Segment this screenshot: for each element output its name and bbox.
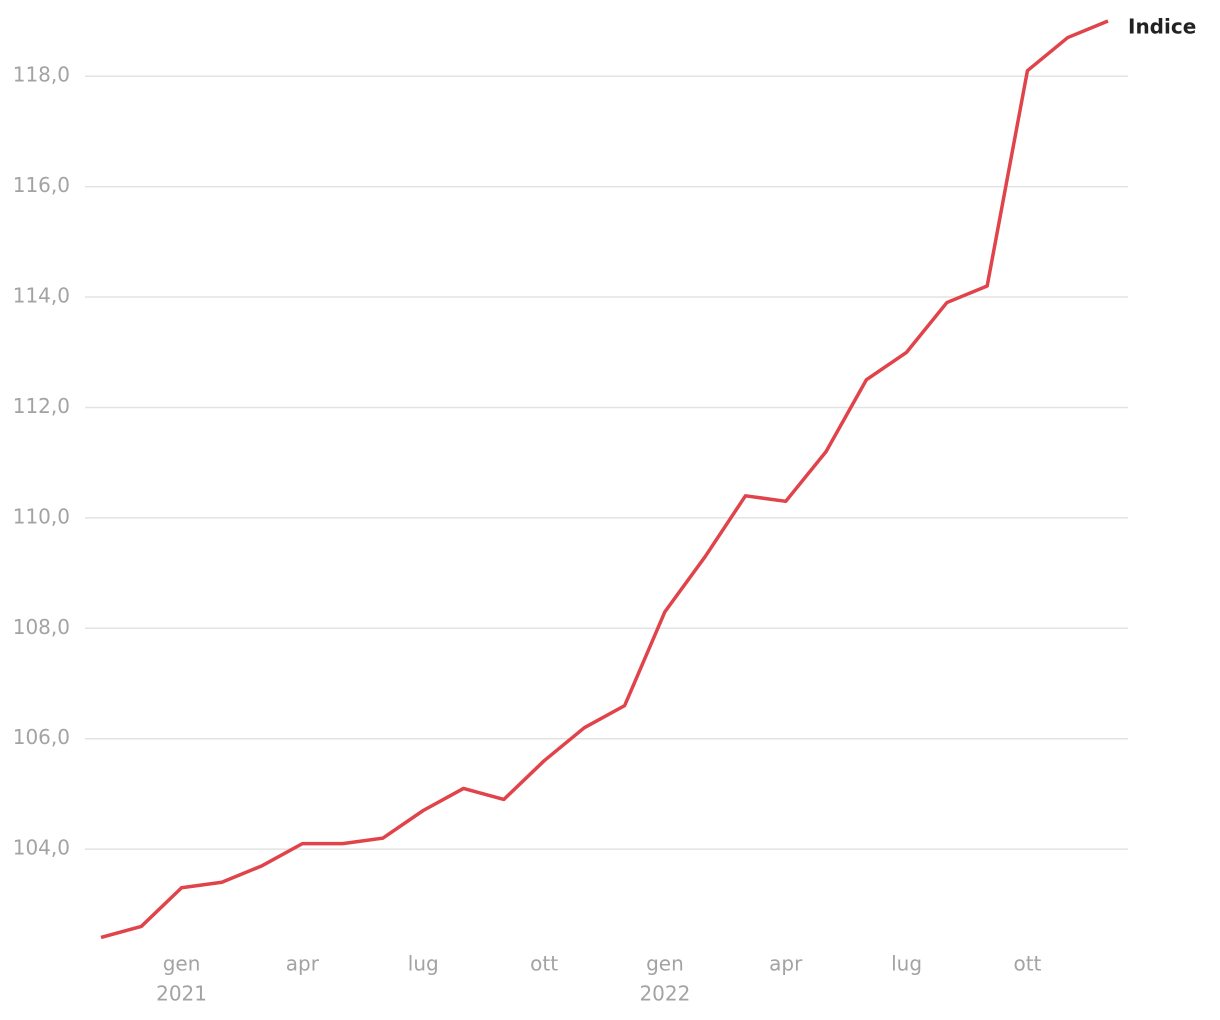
x-tick-label: lug	[408, 952, 439, 976]
y-tick-label: 110,0	[13, 504, 70, 528]
y-tick-label: 106,0	[13, 725, 70, 749]
y-tick-label: 118,0	[13, 63, 70, 87]
x-tick-label: lug	[891, 952, 922, 976]
y-tick-label: 114,0	[13, 284, 70, 308]
x-year-label: 2021	[156, 982, 207, 1006]
x-tick-label: gen	[646, 952, 684, 976]
x-tick-label: ott	[530, 952, 558, 976]
y-tick-label: 112,0	[13, 394, 70, 418]
x-tick-label: apr	[286, 952, 320, 976]
y-tick-label: 104,0	[13, 836, 70, 860]
y-tick-label: 108,0	[13, 615, 70, 639]
y-tick-label: 116,0	[13, 173, 70, 197]
x-tick-label: ott	[1013, 952, 1041, 976]
series-label: Indice	[1128, 15, 1196, 39]
x-tick-label: gen	[163, 952, 201, 976]
x-tick-label: apr	[769, 952, 803, 976]
x-year-label: 2022	[639, 982, 690, 1006]
line	[100, 19, 1109, 940]
